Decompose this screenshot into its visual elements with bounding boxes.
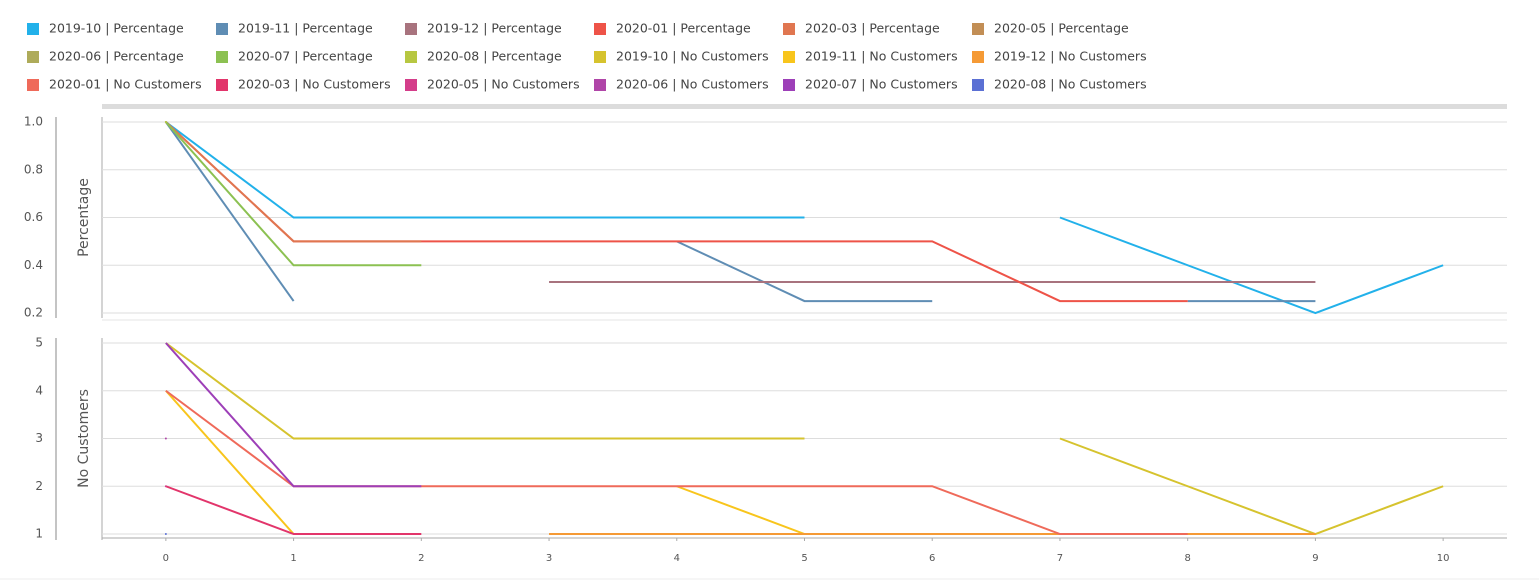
y-tick-label: 0.2	[24, 306, 43, 320]
legend-label: 2019-10 | Percentage	[49, 21, 184, 36]
series-line	[165, 342, 422, 488]
legend-swatch	[972, 23, 984, 35]
legend-swatch	[216, 79, 228, 91]
y-tick-label: 0.6	[24, 210, 43, 224]
legend-label: 2019-12 | Percentage	[427, 21, 562, 36]
legend-label: 2019-10 | No Customers	[616, 49, 769, 64]
legend-label: 2020-03 | Percentage	[805, 21, 940, 36]
panel-header	[102, 104, 1507, 109]
legend-swatch	[27, 79, 39, 91]
legend-swatch	[405, 51, 417, 63]
series-line	[165, 485, 422, 535]
series-line	[165, 121, 422, 243]
legend-swatch	[594, 23, 606, 35]
y-tick-label: 5	[35, 336, 43, 350]
legend-label: 2020-01 | No Customers	[49, 77, 202, 92]
x-tick-label: 5	[801, 553, 807, 564]
legend-label: 2020-07 | Percentage	[238, 49, 373, 64]
legend-swatch	[594, 51, 606, 63]
legend-swatch	[27, 51, 39, 63]
legend-label: 2020-03 | No Customers	[238, 77, 391, 92]
y-axis-label: Percentage	[76, 178, 92, 257]
legend-swatch	[783, 23, 795, 35]
x-tick-label: 7	[1057, 553, 1063, 564]
x-tick-label: 0	[163, 553, 169, 564]
legend-swatch	[405, 79, 417, 91]
x-tick-label: 1	[290, 553, 296, 564]
series-line	[165, 342, 805, 440]
legend-swatch	[27, 23, 39, 35]
point	[164, 533, 167, 535]
y-tick-label: 4	[35, 383, 43, 397]
legend-swatch	[783, 79, 795, 91]
legend-label: 2020-08 | No Customers	[994, 77, 1147, 92]
x-tick-label: 6	[929, 553, 935, 564]
legend-label: 2019-12 | No Customers	[994, 49, 1147, 64]
series-line	[165, 121, 422, 267]
legend-label: 2020-06 | Percentage	[49, 49, 184, 64]
legend-swatch	[216, 23, 228, 35]
x-tick-label: 9	[1312, 553, 1318, 564]
legend-label: 2019-11 | Percentage	[238, 21, 373, 36]
point	[164, 437, 167, 440]
series-line	[1059, 437, 1444, 536]
x-tick-label: 10	[1437, 553, 1450, 564]
legend-label: 2020-06 | No Customers	[616, 77, 769, 92]
legend-swatch	[405, 23, 417, 35]
series-line	[165, 389, 1188, 535]
x-tick-label: 2	[418, 553, 424, 564]
point	[164, 121, 167, 123]
y-tick-label: 2	[35, 479, 43, 493]
series-line	[165, 121, 1188, 303]
point	[164, 485, 167, 488]
legend-swatch	[972, 79, 984, 91]
x-tick-label: 8	[1184, 553, 1190, 564]
legend-swatch	[972, 51, 984, 63]
y-tick-label: 0.8	[24, 162, 43, 176]
legend: 2019-10 | Percentage 2019-11 | Percentage…	[27, 21, 1147, 92]
legend-swatch	[216, 51, 228, 63]
series-line	[165, 121, 295, 302]
legend-label: 2020-08 | Percentage	[427, 49, 562, 64]
legend-label: 2020-01 | Percentage	[616, 21, 751, 36]
y-tick-label: 0.4	[24, 258, 43, 272]
legend-swatch	[594, 79, 606, 91]
x-tick-label: 4	[674, 553, 680, 564]
y-tick-label: 1	[35, 527, 43, 541]
legend-label: 2020-07 | No Customers	[805, 77, 958, 92]
legend-label: 2019-11 | No Customers	[805, 49, 958, 64]
legend-label: 2020-05 | No Customers	[427, 77, 580, 92]
legend-label: 2020-05 | Percentage	[994, 21, 1129, 36]
x-tick-label: 3	[546, 553, 552, 564]
series-line	[1059, 216, 1444, 315]
series-line	[165, 121, 805, 219]
y-tick-label: 1.0	[24, 115, 43, 129]
y-tick-label: 3	[35, 431, 43, 445]
series-line	[165, 390, 295, 535]
legend-swatch	[783, 51, 795, 63]
series-line	[676, 240, 933, 303]
y-axis-label: No Customers	[76, 389, 92, 488]
